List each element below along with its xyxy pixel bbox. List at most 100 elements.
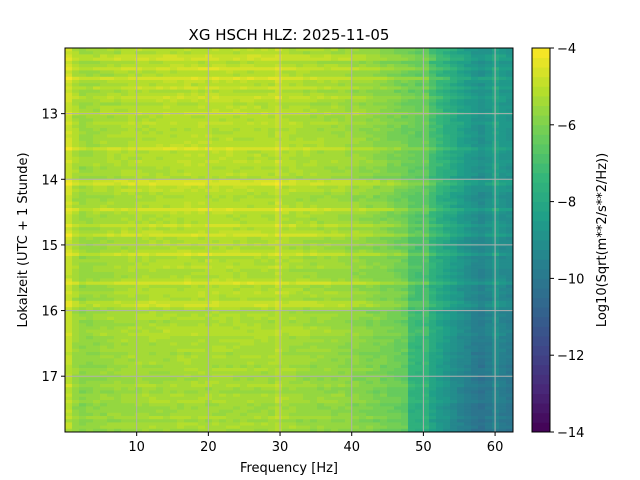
heatmap-cell [373, 76, 381, 81]
heatmap-cell [226, 246, 234, 250]
heatmap-cell [478, 265, 486, 270]
heatmap-cell [408, 214, 416, 218]
heatmap-cell [156, 147, 164, 151]
heatmap-cell [387, 156, 395, 161]
heatmap-cell [324, 288, 332, 292]
heatmap-cell [156, 214, 164, 218]
heatmap-cell [429, 102, 437, 106]
heatmap-cell [191, 83, 199, 87]
heatmap-cell [345, 76, 353, 81]
heatmap-cell [499, 118, 507, 122]
heatmap-cell [345, 172, 353, 177]
heatmap-cell [254, 182, 262, 186]
heatmap-cell [86, 160, 94, 164]
heatmap-cell [65, 227, 73, 231]
heatmap-cell [450, 140, 458, 145]
heatmap-cell [261, 121, 269, 126]
heatmap-cell [163, 54, 171, 58]
heatmap-cell [303, 156, 311, 161]
heatmap-cell [86, 96, 94, 100]
heatmap-cell [72, 192, 80, 196]
heatmap-cell [422, 227, 430, 231]
heatmap-cell [443, 160, 451, 164]
heatmap-cell [275, 76, 283, 81]
heatmap-cell [72, 48, 80, 52]
heatmap-cell [93, 192, 101, 196]
heatmap-cell [100, 51, 108, 55]
heatmap-cell [359, 64, 367, 68]
heatmap-cell [79, 96, 87, 100]
heatmap-cell [212, 105, 220, 110]
heatmap-cell [408, 246, 416, 250]
heatmap-cell [156, 150, 164, 154]
heatmap-cell [373, 236, 381, 241]
heatmap-cell [450, 137, 458, 142]
heatmap-cell [506, 198, 513, 202]
heatmap-cell [107, 220, 115, 225]
heatmap-cell [170, 179, 178, 183]
heatmap-cell [156, 240, 164, 244]
heatmap-cell [422, 108, 430, 113]
heatmap-cell [254, 128, 262, 132]
heatmap-cell [429, 60, 437, 65]
heatmap-cell [72, 262, 80, 266]
heatmap-cell [79, 272, 87, 276]
heatmap-cell [163, 227, 171, 231]
heatmap-cell [394, 51, 402, 55]
heatmap-cell [310, 195, 318, 199]
heatmap-cell [93, 73, 101, 78]
heatmap-cell [506, 108, 513, 113]
heatmap-cell [219, 96, 227, 100]
heatmap-cell [107, 67, 115, 71]
heatmap-cell [142, 179, 150, 183]
heatmap-cell [268, 115, 276, 119]
heatmap-cell [163, 99, 171, 103]
heatmap-cell [114, 76, 122, 81]
heatmap-cell [93, 102, 101, 106]
heatmap-cell [65, 150, 73, 154]
heatmap-cell [289, 192, 297, 196]
heatmap-cell [345, 268, 353, 273]
heatmap-cell [142, 144, 150, 148]
heatmap-cell [212, 80, 220, 84]
heatmap-cell [149, 249, 157, 254]
heatmap-cell [107, 118, 115, 122]
heatmap-cell [72, 291, 80, 295]
heatmap-cell [268, 214, 276, 218]
heatmap-cell [429, 259, 437, 263]
heatmap-cell [121, 64, 129, 68]
heatmap-cell [345, 182, 353, 186]
heatmap-cell [268, 60, 276, 65]
heatmap-cell [373, 108, 381, 113]
heatmap-cell [387, 70, 395, 74]
heatmap-cell [471, 256, 479, 260]
heatmap-cell [142, 70, 150, 74]
heatmap-cell [149, 67, 157, 71]
heatmap-cell [86, 211, 94, 215]
heatmap-cell [149, 140, 157, 145]
heatmap-cell [303, 76, 311, 81]
heatmap-cell [366, 204, 374, 209]
heatmap-cell [478, 124, 486, 129]
heatmap-cell [338, 70, 346, 74]
heatmap-cell [366, 105, 374, 110]
heatmap-cell [422, 60, 430, 65]
heatmap-cell [65, 259, 73, 263]
heatmap-cell [436, 73, 444, 78]
heatmap-cell [114, 198, 122, 202]
heatmap-cell [359, 201, 367, 206]
heatmap-cell [226, 128, 234, 132]
heatmap-cell [352, 291, 360, 295]
heatmap-cell [170, 67, 178, 71]
heatmap-cell [450, 179, 458, 183]
heatmap-row [65, 156, 513, 161]
heatmap-cell [296, 73, 304, 78]
heatmap-cell [408, 195, 416, 199]
heatmap-cell [121, 204, 129, 209]
heatmap-cell [86, 102, 94, 106]
heatmap-cell [443, 51, 451, 55]
heatmap-cell [170, 131, 178, 135]
heatmap-cell [191, 166, 199, 170]
heatmap-cell [310, 291, 318, 295]
heatmap-cell [261, 73, 269, 78]
